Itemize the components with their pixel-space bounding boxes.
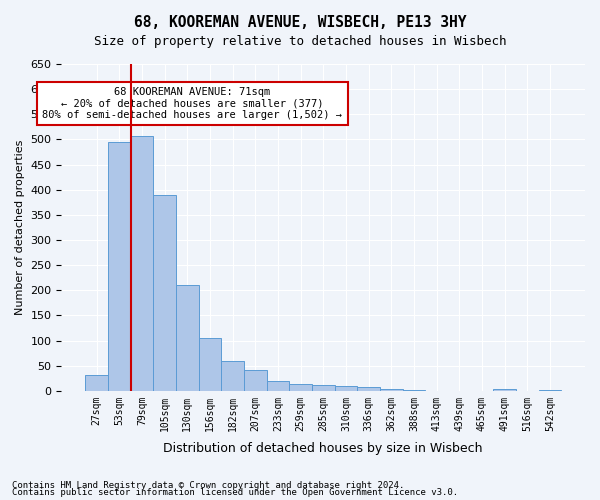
- Bar: [176, 285, 199, 391]
- Bar: [221, 360, 244, 391]
- Text: Contains HM Land Registry data © Crown copyright and database right 2024.: Contains HM Land Registry data © Crown c…: [12, 480, 404, 490]
- Bar: [153, 194, 176, 391]
- Bar: [493, 390, 516, 391]
- Bar: [85, 374, 108, 391]
- Bar: [403, 390, 425, 391]
- X-axis label: Distribution of detached houses by size in Wisbech: Distribution of detached houses by size …: [163, 442, 483, 455]
- Text: Contains public sector information licensed under the Open Government Licence v3: Contains public sector information licen…: [12, 488, 458, 497]
- Y-axis label: Number of detached properties: Number of detached properties: [15, 140, 25, 315]
- Bar: [244, 370, 266, 391]
- Bar: [335, 386, 357, 391]
- Text: 68 KOOREMAN AVENUE: 71sqm
← 20% of detached houses are smaller (377)
80% of semi: 68 KOOREMAN AVENUE: 71sqm ← 20% of detac…: [43, 87, 343, 120]
- Bar: [289, 384, 312, 391]
- Text: 68, KOOREMAN AVENUE, WISBECH, PE13 3HY: 68, KOOREMAN AVENUE, WISBECH, PE13 3HY: [134, 15, 466, 30]
- Bar: [357, 388, 380, 391]
- Bar: [312, 385, 335, 391]
- Bar: [380, 389, 403, 391]
- Text: Size of property relative to detached houses in Wisbech: Size of property relative to detached ho…: [94, 35, 506, 48]
- Bar: [539, 390, 561, 391]
- Bar: [266, 380, 289, 391]
- Bar: [131, 136, 153, 391]
- Bar: [199, 338, 221, 391]
- Bar: [108, 142, 131, 391]
